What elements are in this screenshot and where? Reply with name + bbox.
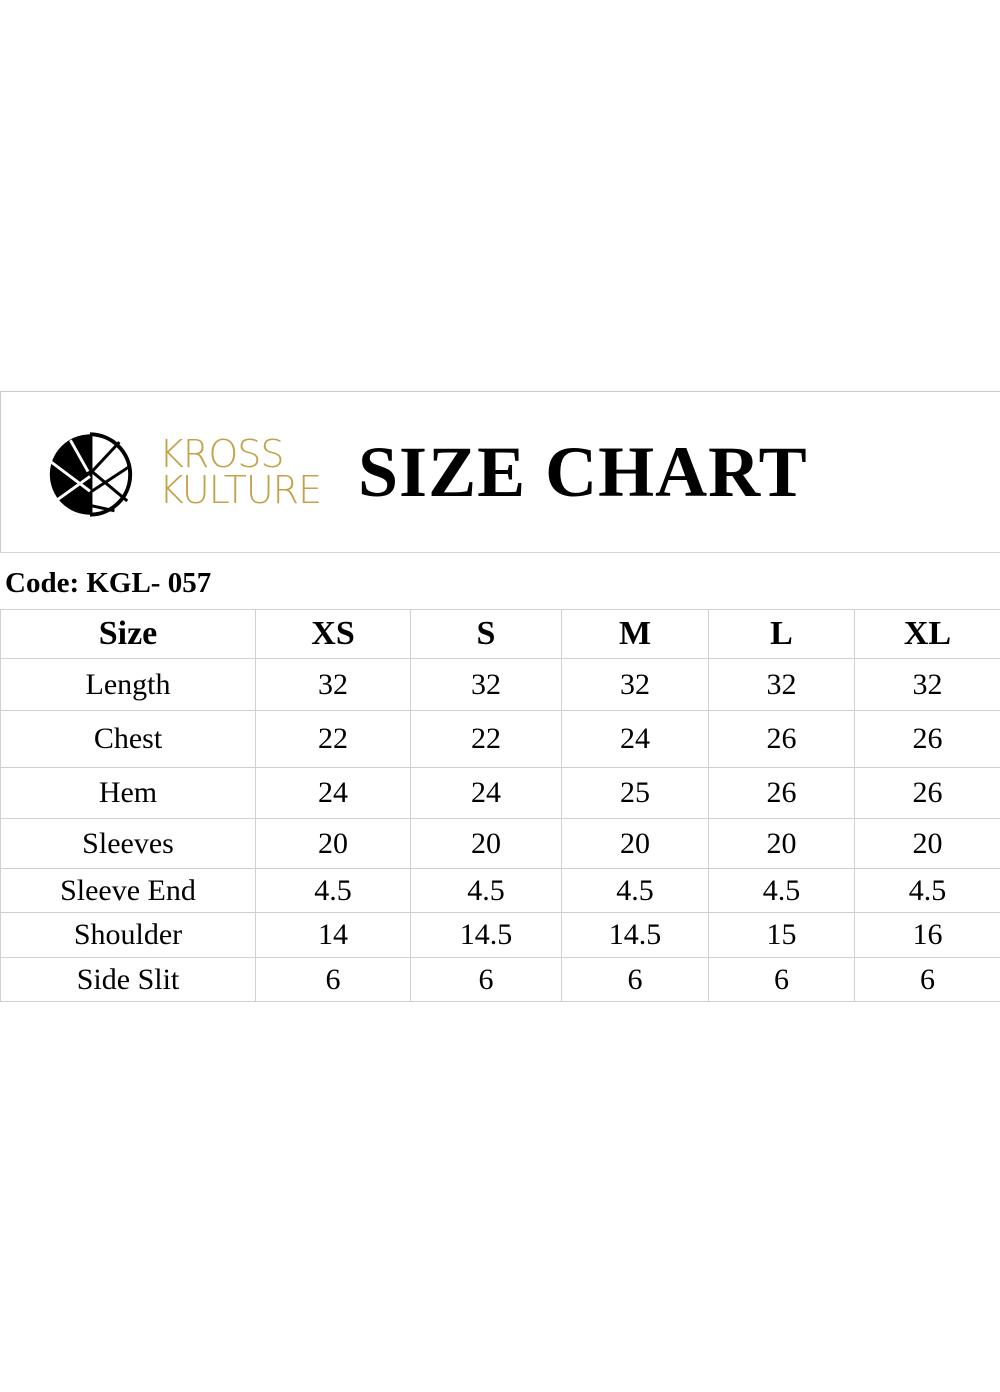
column-header: M: [561, 609, 709, 659]
column-header: S: [410, 609, 562, 659]
table-cell: 26: [854, 710, 1000, 768]
table-cell: 20: [561, 818, 709, 869]
brand-logo-icon: [49, 432, 133, 517]
row-label: Hem: [0, 767, 256, 819]
table-row: Sleeve End 4.5 4.5 4.5 4.5 4.5: [0, 868, 1000, 913]
table-cell: 26: [854, 767, 1000, 819]
table-cell: 6: [255, 957, 411, 1002]
table-cell: 6: [854, 957, 1000, 1002]
table-row: Side Slit 6 6 6 6 6: [0, 957, 1000, 1002]
brand-wordmark: KROSS KULTURE: [159, 432, 322, 512]
table-cell: 6: [708, 957, 855, 1002]
table-cell: 4.5: [854, 868, 1000, 913]
product-code: Code: KGL- 057: [5, 567, 212, 599]
row-label: Shoulder: [0, 912, 256, 958]
table-row: Hem 24 24 25 26 26: [0, 767, 1000, 819]
size-table: Size XS S M L XL Length 32 32 32 32 32 Chest 22 22 24 2…: [0, 609, 1000, 1002]
table-cell: 20: [708, 818, 855, 869]
row-label: Length: [0, 658, 256, 711]
row-label: Side Slit: [0, 957, 256, 1002]
table-cell: 24: [255, 767, 411, 819]
table-row: Sleeves 20 20 20 20 20: [0, 818, 1000, 869]
table-cell: 22: [410, 710, 562, 768]
table-cell: 16: [854, 912, 1000, 958]
table-cell: 20: [255, 818, 411, 869]
table-cell: 15: [708, 912, 855, 958]
row-label: Chest: [0, 710, 256, 768]
table-row: Length 32 32 32 32 32: [0, 658, 1000, 711]
page-title: SIZE CHART: [358, 432, 808, 512]
table-cell: 14.5: [410, 912, 562, 958]
size-chart-sheet: KROSS KULTURE SIZE CHART Code: KGL- 057 …: [0, 391, 1000, 1002]
table-row: Chest 22 22 24 26 26: [0, 710, 1000, 768]
table-cell: 4.5: [708, 868, 855, 913]
table-cell: 26: [708, 767, 855, 819]
header-row: KROSS KULTURE SIZE CHART: [0, 392, 1000, 553]
table-cell: 22: [255, 710, 411, 768]
column-header: L: [708, 609, 855, 659]
table-cell: 20: [410, 818, 562, 869]
table-cell: 6: [561, 957, 709, 1002]
table-cell: 32: [255, 658, 411, 711]
table-cell: 14: [255, 912, 411, 958]
table-cell: 14.5: [561, 912, 709, 958]
table-cell: 4.5: [410, 868, 562, 913]
table-cell: 20: [854, 818, 1000, 869]
table-row: Shoulder 14 14.5 14.5 15 16: [0, 912, 1000, 958]
column-header: XS: [255, 609, 411, 659]
table-cell: 25: [561, 767, 709, 819]
row-label: Sleeves: [0, 818, 256, 869]
column-header: Size: [0, 609, 256, 659]
table-header-row: Size XS S M L XL: [0, 609, 1000, 659]
table-cell: 32: [561, 658, 709, 711]
table-cell: 4.5: [255, 868, 411, 913]
brand-line-1: KROSS: [159, 432, 284, 476]
table-cell: 4.5: [561, 868, 709, 913]
table-cell: 6: [410, 957, 562, 1002]
table-cell: 26: [708, 710, 855, 768]
row-label: Sleeve End: [0, 868, 256, 913]
table-cell: 24: [410, 767, 562, 819]
table-cell: 32: [854, 658, 1000, 711]
brand-line-2: KULTURE: [159, 468, 322, 512]
column-header: XL: [854, 609, 1000, 659]
table-cell: 32: [708, 658, 855, 711]
table-cell: 32: [410, 658, 562, 711]
table-cell: 24: [561, 710, 709, 768]
